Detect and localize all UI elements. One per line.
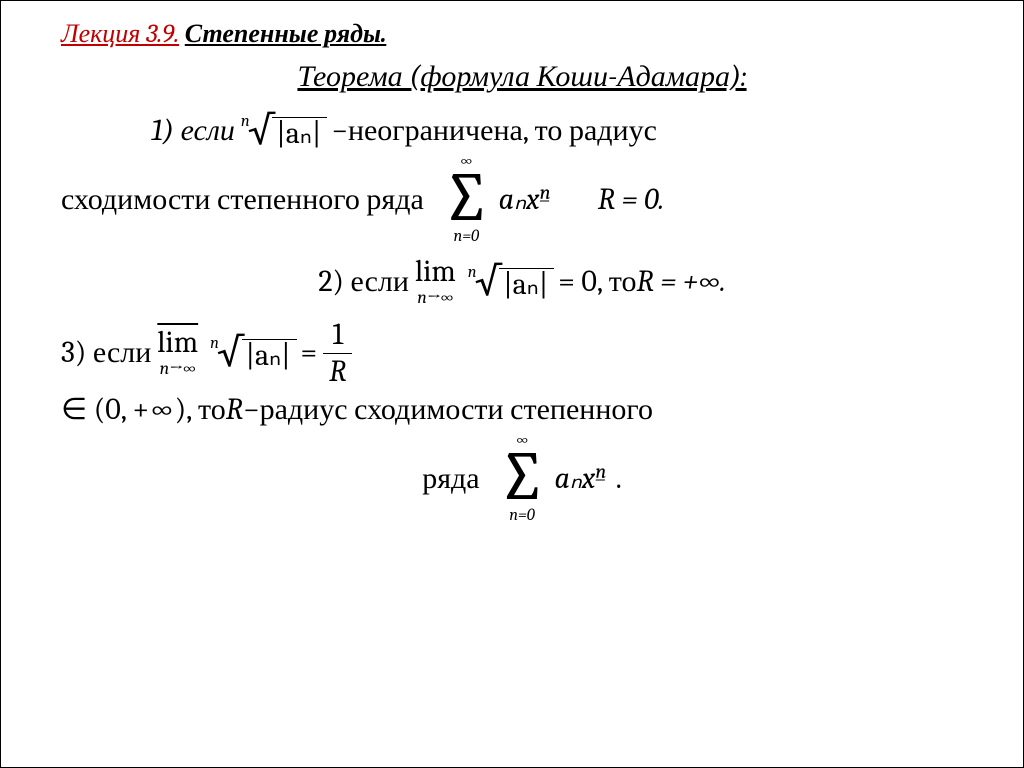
lim-sub: n→∞ [417, 289, 453, 307]
radical-icon-3: √ [217, 339, 244, 367]
case3-line3: ряда ∞ ∑ n=0 aₙxⁿ . [61, 433, 983, 525]
case1-text-a: неограничена, то радиус [348, 112, 657, 150]
nthroot-1: n √ |aₙ| [239, 115, 327, 148]
radicand-2: |aₙ| [499, 268, 554, 301]
sigma-icon: ∑ [442, 170, 491, 229]
sum-bot: n=0 [453, 229, 479, 246]
r-eq-inf: R = +∞. [637, 263, 726, 301]
eq0: = 0, то [558, 263, 636, 301]
lecture-number: Лекция 3.9. [61, 19, 179, 49]
sum-2: ∞ ∑ n=0 [498, 433, 547, 525]
radicand-3: |aₙ| [242, 339, 297, 372]
case1-prefix: 1) если [151, 112, 235, 150]
case2-line: 2) если lim n→∞ n √ |aₙ| = 0, то R = +∞. [61, 257, 983, 307]
theorem-body: 1) если n √ |aₙ| − неограничена, то ради… [61, 112, 983, 524]
case1-line2: сходимости степенного ряда ∞ ∑ n=0 aₙxⁿ … [61, 154, 983, 246]
case3-prefix: 3) если [61, 334, 151, 372]
nthroot-2: n √ |aₙ| [466, 266, 554, 299]
theorem-title: Теорема (формула Коши-Адамара): [61, 59, 983, 94]
radicand: |aₙ| [272, 117, 327, 150]
eq-sign: = [301, 334, 318, 372]
dash-2: − [243, 391, 260, 429]
radical-icon-2: √ [475, 268, 502, 296]
limsup-word: lim [157, 328, 198, 358]
lim-1: lim n→∞ [415, 257, 456, 307]
R-letter: R [226, 391, 243, 429]
case1-text-b: сходимости степенного ряда [61, 181, 424, 219]
case2-prefix: 2) если [318, 263, 409, 301]
dash-1: − [331, 112, 348, 150]
sum-1: ∞ ∑ n=0 [442, 154, 491, 246]
sum-bot-2: n=0 [509, 508, 535, 525]
case3-line2: ∈ (0, +∞), то R − радиус сходимости степ… [61, 391, 983, 429]
r-eq-0: R = 0. [598, 181, 664, 219]
final-period: . [616, 460, 622, 498]
frac-num: 1 [326, 319, 349, 353]
case3-interval: ∈ (0, +∞), то [61, 391, 226, 429]
case1-line1: 1) если n √ |aₙ| − неограничена, то ради… [61, 112, 983, 150]
lecture-topic: Степенные ряды. [185, 19, 387, 49]
case3-line1: 3) если lim n→∞ n √ |aₙ| = 1 R [61, 319, 983, 387]
anxn-1: aₙxⁿ [499, 181, 550, 219]
case3-ryada: ряда [422, 460, 479, 498]
lim-word: lim [415, 257, 456, 287]
lecture-header: Лекция 3.9. Степенные ряды. [61, 19, 983, 49]
lim-2: lim n→∞ [157, 328, 198, 378]
case3-tail: радиус сходимости степенного [260, 391, 653, 429]
frac-1R: 1 R [323, 319, 352, 387]
anxn-2: aₙxⁿ [554, 460, 605, 498]
sigma-icon-2: ∑ [498, 449, 547, 508]
radical-icon: √ [248, 117, 275, 145]
lim-sub-2: n→∞ [160, 360, 196, 378]
frac-den: R [323, 353, 352, 388]
nthroot-3: n √ |aₙ| [208, 337, 296, 370]
